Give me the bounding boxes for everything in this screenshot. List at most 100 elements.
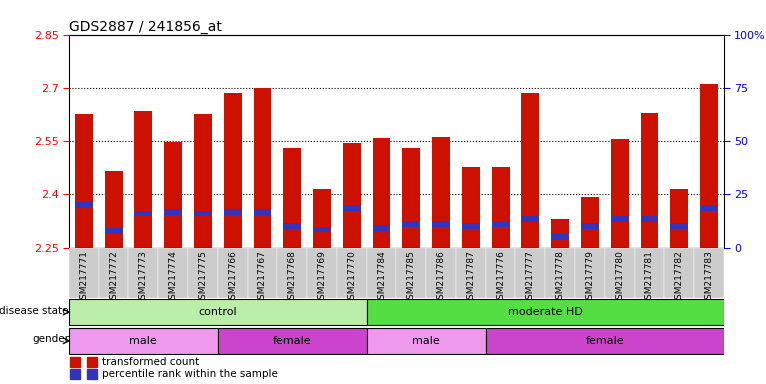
Bar (218, 328, 367, 354)
Text: percentile rank within the sample: percentile rank within the sample (102, 369, 277, 379)
Text: GSM217782: GSM217782 (675, 250, 684, 305)
Text: GSM217774: GSM217774 (169, 250, 178, 305)
Bar (640, 216, 659, 222)
Bar (516, 248, 545, 298)
Bar (670, 189, 688, 248)
Text: GSM217772: GSM217772 (109, 250, 118, 305)
Bar (75, 202, 93, 207)
Bar (105, 171, 123, 248)
Bar (486, 328, 724, 354)
Bar (69, 328, 218, 354)
Bar (343, 205, 361, 211)
Bar (640, 113, 659, 248)
Bar (581, 197, 599, 248)
Bar (397, 248, 426, 298)
Bar (486, 248, 516, 298)
Bar (611, 139, 629, 248)
Bar (343, 143, 361, 248)
Bar (194, 211, 212, 217)
Text: female: female (273, 336, 312, 346)
Text: GSM217779: GSM217779 (585, 250, 594, 305)
Bar (432, 222, 450, 227)
Text: male: male (129, 336, 157, 346)
Bar (69, 299, 367, 325)
Text: GSM217781: GSM217781 (645, 250, 654, 305)
Bar (700, 205, 718, 211)
Text: GSM217766: GSM217766 (228, 250, 237, 305)
Bar (75, 114, 93, 248)
Bar (224, 209, 241, 215)
Bar (634, 248, 664, 298)
Text: GSM217786: GSM217786 (437, 250, 446, 305)
Bar (492, 167, 509, 248)
Text: GSM217778: GSM217778 (555, 250, 565, 305)
Text: gender: gender (32, 334, 69, 344)
Text: control: control (198, 307, 237, 317)
Bar (135, 111, 152, 248)
Bar (552, 234, 569, 240)
Bar (254, 209, 271, 215)
Bar (402, 148, 421, 248)
Bar (224, 93, 241, 248)
Bar (670, 223, 688, 229)
Bar (129, 248, 159, 298)
Bar (432, 137, 450, 248)
Bar (522, 93, 539, 248)
Bar (188, 248, 218, 298)
Text: GSM217785: GSM217785 (407, 250, 416, 305)
Text: GSM217771: GSM217771 (80, 250, 88, 305)
Text: disease state: disease state (0, 306, 69, 316)
Text: GSM217787: GSM217787 (466, 250, 476, 305)
Bar (492, 222, 509, 227)
Bar (159, 248, 188, 298)
Bar (135, 211, 152, 217)
Bar (581, 223, 599, 229)
Bar (426, 248, 456, 298)
Bar (164, 142, 182, 248)
Bar (105, 228, 123, 234)
Bar (456, 248, 486, 298)
Bar (522, 216, 539, 222)
Text: GSM217773: GSM217773 (139, 250, 148, 305)
Text: GSM217768: GSM217768 (288, 250, 296, 305)
Text: male: male (412, 336, 440, 346)
Text: GSM217775: GSM217775 (198, 250, 208, 305)
Text: GSM217776: GSM217776 (496, 250, 505, 305)
Text: GSM217767: GSM217767 (258, 250, 267, 305)
Bar (700, 84, 718, 248)
Text: GSM217777: GSM217777 (526, 250, 535, 305)
Bar (164, 209, 182, 215)
Bar (462, 223, 480, 229)
Bar (337, 248, 367, 298)
Bar (462, 167, 480, 248)
Bar (194, 114, 212, 248)
Text: transformed count: transformed count (102, 357, 199, 367)
Bar (694, 248, 724, 298)
Bar (367, 248, 397, 298)
Bar (307, 248, 337, 298)
Text: GSM217784: GSM217784 (377, 250, 386, 305)
Text: female: female (585, 336, 624, 346)
Bar (283, 148, 301, 248)
Bar (367, 299, 724, 325)
Bar (664, 248, 694, 298)
Bar (218, 248, 247, 298)
Text: GSM217769: GSM217769 (317, 250, 326, 305)
Bar (611, 216, 629, 222)
Text: GDS2887 / 241856_at: GDS2887 / 241856_at (69, 20, 222, 33)
Bar (99, 248, 129, 298)
Bar (545, 248, 575, 298)
Bar (605, 248, 634, 298)
Bar (575, 248, 605, 298)
Text: GSM217783: GSM217783 (705, 250, 713, 305)
Text: GSM217780: GSM217780 (615, 250, 624, 305)
Bar (402, 222, 421, 227)
Text: GSM217770: GSM217770 (347, 250, 356, 305)
Bar (277, 248, 307, 298)
Text: moderate HD: moderate HD (508, 307, 583, 317)
Bar (247, 248, 277, 298)
Bar (69, 248, 99, 298)
Bar (313, 227, 331, 232)
Bar (254, 88, 271, 248)
Bar (372, 138, 391, 248)
